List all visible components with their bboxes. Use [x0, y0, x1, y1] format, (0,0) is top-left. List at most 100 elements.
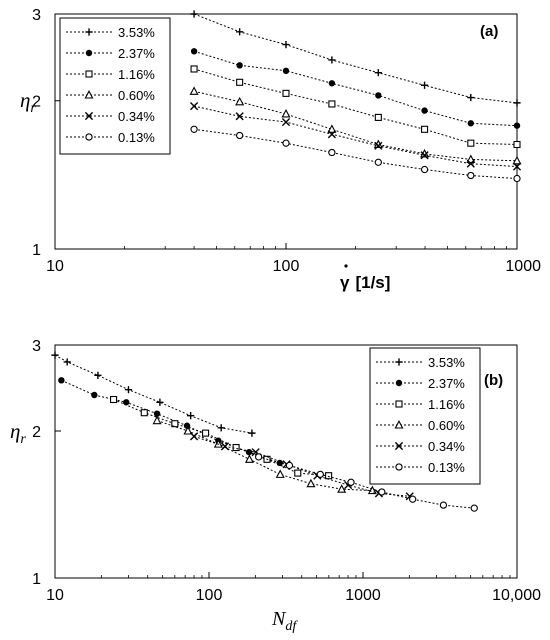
- y-tick-label: 1: [32, 571, 41, 588]
- legend-entry: 0.13%: [376, 460, 465, 475]
- data-point: [328, 148, 336, 157]
- legend-entry: 1.16%: [376, 397, 465, 412]
- legend-marker: [395, 358, 403, 366]
- x-tick-label: 10: [46, 587, 64, 604]
- x-axis-label-a: γ [1/s]: [340, 264, 390, 292]
- data-point: [378, 488, 386, 496]
- data-point: [513, 122, 521, 129]
- x-tick-label: 1000: [505, 258, 541, 275]
- legend-marker: [395, 400, 403, 408]
- series-line: [258, 456, 475, 509]
- legend-box-a: [59, 17, 171, 155]
- series-a-2: [190, 48, 521, 129]
- data-point: [187, 412, 195, 420]
- data-point: [328, 100, 336, 108]
- data-point: [110, 395, 118, 404]
- y-tick-label: 2: [32, 94, 41, 111]
- data-point: [375, 92, 382, 99]
- x-tick-label: 10: [46, 258, 64, 275]
- legend-label: 0.34%: [428, 439, 465, 454]
- legend-entry: 3.53%: [66, 25, 155, 40]
- data-point: [337, 484, 347, 493]
- legend-label: 3.53%: [428, 355, 465, 370]
- legend-marker: [84, 90, 94, 99]
- data-point: [439, 501, 448, 509]
- y-axis-symbol-b: η: [10, 419, 20, 443]
- series-line: [194, 128, 518, 180]
- legend-entry: 0.34%: [376, 439, 465, 454]
- y-axis-subscript-b: r: [20, 432, 26, 447]
- data-point: [470, 504, 478, 512]
- legend-label: 2.37%: [118, 46, 155, 61]
- data-point: [94, 371, 102, 379]
- y-tick-label: 3: [32, 7, 41, 24]
- data-point: [467, 171, 475, 180]
- data-point: [275, 469, 285, 478]
- legend-marker: [394, 441, 404, 451]
- data-point: [466, 154, 476, 163]
- series-a-6: [190, 125, 521, 183]
- x-axis-unit-a: [1/s]: [355, 273, 390, 292]
- legend-label: 3.53%: [118, 25, 155, 40]
- data-point: [294, 469, 302, 477]
- legend-marker: [84, 111, 94, 121]
- data-point: [140, 409, 148, 417]
- legend-label: 1.16%: [118, 67, 155, 82]
- data-point: [513, 140, 521, 149]
- data-point: [467, 93, 475, 102]
- data-point: [189, 102, 199, 111]
- data-point: [232, 443, 240, 452]
- legend-marker: [395, 463, 403, 471]
- legend-label: 0.34%: [118, 109, 155, 124]
- series-line: [193, 90, 518, 162]
- legend-b: 3.53% 2.37% 1.16% 0.60% 0.34% 0.13%: [369, 347, 481, 485]
- series-a-4: [189, 86, 522, 165]
- series-a-1: [190, 10, 521, 107]
- data-point: [244, 454, 254, 463]
- axis-ticks-b: 10 100 1000 10,000 1 2 3: [32, 338, 541, 604]
- data-point: [236, 28, 244, 36]
- legend-marker: [85, 70, 93, 78]
- axis-ticks-a: 10 100 1000 1 2 3: [32, 7, 541, 275]
- legend-label: 0.13%: [428, 460, 465, 475]
- series-b-3: [110, 395, 333, 480]
- legend-label: 0.13%: [118, 130, 155, 145]
- legend-box-b: [369, 347, 481, 485]
- data-point: [421, 107, 428, 114]
- data-point: [190, 65, 198, 73]
- legend-marker: [394, 420, 404, 429]
- data-point: [190, 10, 198, 18]
- data-point: [152, 415, 162, 425]
- x-axis-symbol-b: N: [271, 608, 287, 630]
- data-point: [467, 139, 475, 147]
- series-line: [193, 13, 518, 104]
- y-tick-label: 2: [32, 424, 41, 441]
- legend-a: 3.53% 2.37% 1.16% 0.60% 0.34% 0.13%: [59, 17, 171, 155]
- data-point: [91, 391, 98, 399]
- panel-label-a: (a): [480, 23, 498, 40]
- y-axis-subscript-a: r: [30, 101, 36, 116]
- legend-entry: 2.37%: [66, 46, 155, 61]
- data-point: [189, 432, 199, 441]
- data-point: [58, 377, 65, 384]
- svg-text:γ[1/s]: γ [1/s]: [340, 273, 390, 292]
- series-line: [193, 50, 518, 127]
- data-point: [254, 453, 263, 461]
- legend-entry: 1.16%: [66, 67, 155, 82]
- y-axis-label-a: ηr: [20, 88, 36, 116]
- series-line: [156, 420, 373, 492]
- data-point: [328, 56, 336, 64]
- series-b-4: [152, 415, 377, 495]
- data-point: [409, 495, 417, 503]
- series-b-6: [254, 453, 478, 512]
- data-point: [421, 125, 429, 133]
- data-point: [282, 139, 290, 147]
- data-point: [347, 478, 355, 486]
- series-a-5: [189, 102, 522, 171]
- data-point: [236, 62, 243, 69]
- series-b-1: [51, 351, 256, 437]
- data-point: [217, 424, 225, 432]
- data-point: [374, 141, 383, 150]
- legend-label: 2.37%: [428, 376, 465, 391]
